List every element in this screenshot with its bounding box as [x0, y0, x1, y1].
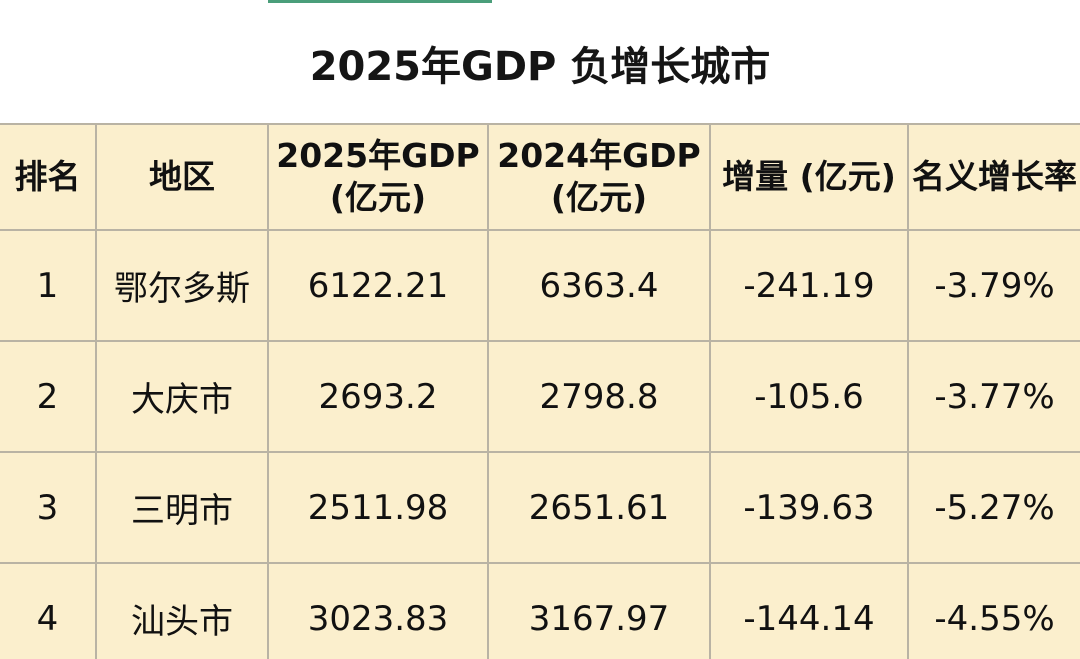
- gdp-table: 排名 地区 2025年GDP (亿元) 2024年GDP (亿元) 增量 (亿元…: [0, 123, 1080, 659]
- region-cell: 汕头市: [95, 562, 269, 659]
- growth-rate-cell: -3.79%: [907, 229, 1080, 342]
- table-row: 3 三明市 2511.98 2651.61 -139.63 -5.27%: [0, 451, 1080, 564]
- rank-cell: 2: [0, 340, 97, 453]
- header-gdp-2025: 2025年GDP (亿元): [267, 123, 489, 231]
- header-rank: 排名: [0, 123, 97, 231]
- region-cell: 鄂尔多斯: [95, 229, 269, 342]
- rank-cell: 1: [0, 229, 97, 342]
- table-row: 1 鄂尔多斯 6122.21 6363.4 -241.19 -3.79%: [0, 229, 1080, 342]
- gdp-2024-cell: 2651.61: [487, 451, 711, 564]
- region-cell: 大庆市: [95, 340, 269, 453]
- increment-cell: -241.19: [709, 229, 909, 342]
- gdp-2024-cell: 3167.97: [487, 562, 711, 659]
- gdp-2025-cell: 6122.21: [267, 229, 489, 342]
- gdp-2024-cell: 2798.8: [487, 340, 711, 453]
- increment-cell: -105.6: [709, 340, 909, 453]
- table-row: 4 汕头市 3023.83 3167.97 -144.14 -4.55%: [0, 562, 1080, 659]
- header-growth-rate: 名义增长率: [907, 123, 1080, 231]
- rank-cell: 4: [0, 562, 97, 659]
- table-row: 2 大庆市 2693.2 2798.8 -105.6 -3.77%: [0, 340, 1080, 453]
- gdp-2025-cell: 2511.98: [267, 451, 489, 564]
- top-accent-bar: [268, 0, 492, 3]
- header-gdp-2024: 2024年GDP (亿元): [487, 123, 711, 231]
- rank-cell: 3: [0, 451, 97, 564]
- table-header-row: 排名 地区 2025年GDP (亿元) 2024年GDP (亿元) 增量 (亿元…: [0, 123, 1080, 231]
- table-container: 排名 地区 2025年GDP (亿元) 2024年GDP (亿元) 增量 (亿元…: [0, 123, 1080, 659]
- header-increment: 增量 (亿元): [709, 123, 909, 231]
- header-region: 地区: [95, 123, 269, 231]
- gdp-2025-cell: 3023.83: [267, 562, 489, 659]
- increment-cell: -139.63: [709, 451, 909, 564]
- gdp-2025-cell: 2693.2: [267, 340, 489, 453]
- gdp-2024-cell: 6363.4: [487, 229, 711, 342]
- page-title: 2025年GDP 负增长城市: [309, 44, 771, 90]
- growth-rate-cell: -3.77%: [907, 340, 1080, 453]
- growth-rate-cell: -4.55%: [907, 562, 1080, 659]
- region-cell: 三明市: [95, 451, 269, 564]
- growth-rate-cell: -5.27%: [907, 451, 1080, 564]
- increment-cell: -144.14: [709, 562, 909, 659]
